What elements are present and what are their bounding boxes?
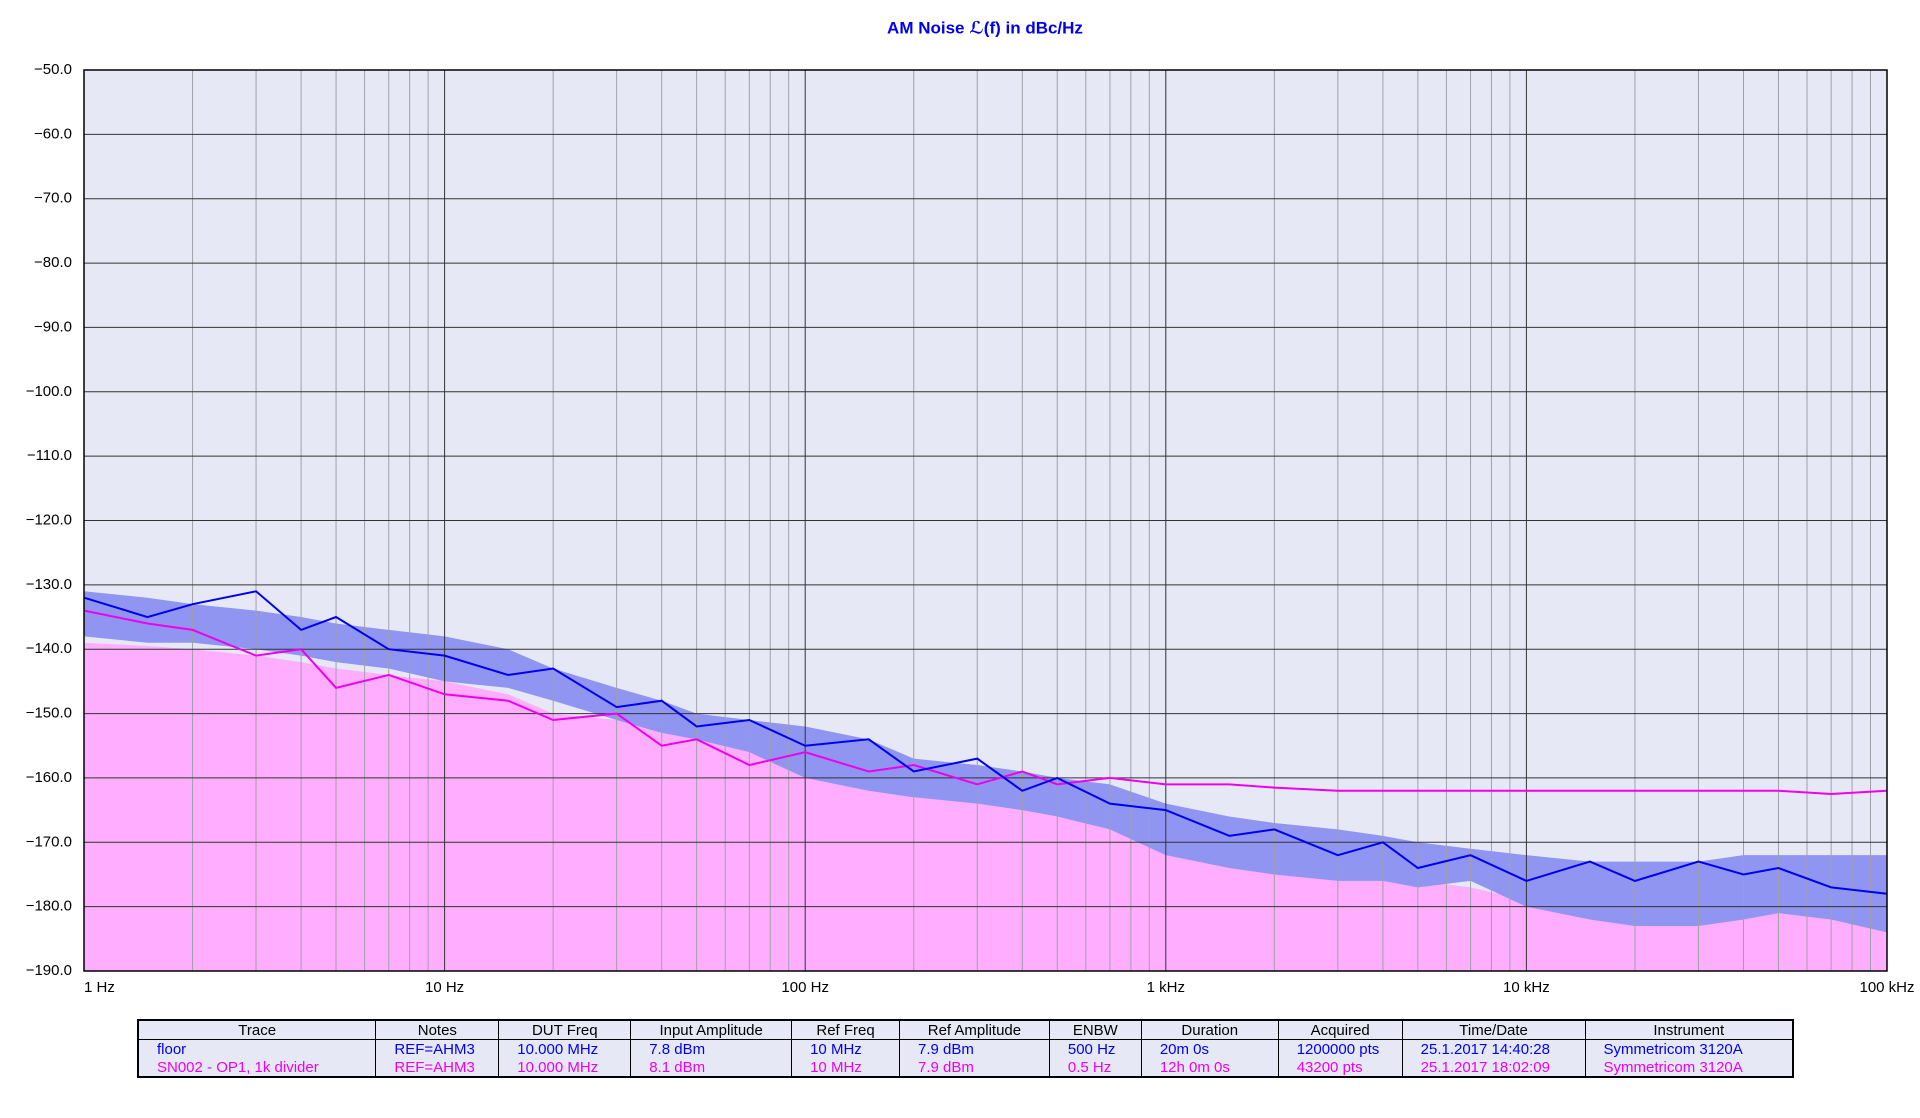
column-header: DUT Freq: [498, 1020, 632, 1040]
column-header: Duration: [1140, 1020, 1279, 1040]
table-cell: 20m 0s: [1140, 1039, 1279, 1058]
table-cell: floor: [137, 1039, 377, 1058]
table-cell: SN002 - OP1, 1k divider: [137, 1058, 377, 1077]
plot-border: [83, 69, 1888, 972]
table-cell: REF=AHM3: [375, 1058, 500, 1077]
y-tick-label: −140.0: [26, 640, 72, 657]
table-row: SN002 - OP1, 1k divider REF=AHM3 10.000 MH…: [137, 1058, 1794, 1077]
y-tick-label: −130.0: [26, 576, 72, 593]
column-header: Notes: [375, 1020, 500, 1040]
line: [83, 590, 1888, 895]
y-tick-label: −100.0: [26, 383, 72, 400]
chart-title: AM Noise ℒ(f) in dBc/Hz: [887, 18, 1083, 37]
x-tick-label: 1 kHz: [1147, 979, 1185, 996]
y-tick-label: −190.0: [26, 962, 72, 979]
y-tick-label: −110.0: [27, 447, 72, 464]
x-tick-label: 10 Hz: [425, 979, 464, 996]
table-cell: 25.1.2017 14:40:28: [1401, 1039, 1586, 1058]
table-cell: 10.000 MHz: [498, 1058, 632, 1077]
table-cell: 7.9 dBm: [899, 1039, 1050, 1058]
x-tick-label: 100 kHz: [1859, 979, 1914, 996]
table-cell: 7.9 dBm: [899, 1058, 1050, 1077]
area: [84, 642, 1887, 971]
table-cell: 43200 pts: [1277, 1058, 1403, 1077]
table-cell: Symmetricom 3120A: [1584, 1039, 1794, 1058]
y-tick-label: −160.0: [26, 769, 72, 786]
legend-table: Trace Notes DUT Freq Input Amplitude Ref Fre…: [137, 1019, 1794, 1078]
chart: AM Noise ℒ(f) in dBc/Hz −50.0 −60.0 −70.0 −…: [26, 18, 1915, 996]
column-header: Ref Amplitude: [899, 1020, 1050, 1040]
y-tick-label: −150.0: [26, 705, 72, 722]
table-cell: 25.1.2017 18:02:09: [1401, 1058, 1586, 1077]
x-tick-label: 10 kHz: [1503, 979, 1550, 996]
column-header: ENBW: [1048, 1020, 1142, 1040]
column-header: Instrument: [1584, 1020, 1794, 1040]
x-tick-label: 1 Hz: [84, 979, 115, 996]
y-tick-label: −60.0: [34, 125, 72, 142]
y-tick-label: −80.0: [34, 254, 72, 271]
table-cell: 8.1 dBm: [630, 1058, 793, 1077]
y-tick-label: −70.0: [34, 190, 72, 207]
table-cell: 1200000 pts: [1277, 1039, 1403, 1058]
line: [83, 609, 1888, 796]
table-row: floor REF=AHM3 10.000 MHz 7.8 dBm 10 MHz 7.9 …: [137, 1039, 1794, 1058]
table-cell: REF=AHM3: [375, 1039, 500, 1058]
column-header: Acquired: [1277, 1020, 1403, 1040]
table-cell: 10 MHz: [791, 1058, 900, 1077]
table-cell: 10.000 MHz: [498, 1039, 632, 1058]
y-tick-label: −50.0: [34, 61, 72, 78]
table-cell: 500 Hz: [1048, 1039, 1142, 1058]
column-header: Trace: [137, 1020, 377, 1040]
band: [84, 591, 1887, 933]
table-cell: 7.8 dBm: [630, 1039, 793, 1058]
table-cell: 10 MHz: [791, 1039, 900, 1058]
column-header: Time/Date: [1401, 1020, 1586, 1040]
y-tick-label: −90.0: [34, 318, 72, 335]
table-cell: 12h 0m 0s: [1140, 1058, 1279, 1077]
table-cell: 0.5 Hz: [1048, 1058, 1142, 1077]
y-tick-label: −170.0: [26, 833, 72, 850]
column-header: Input Amplitude: [630, 1020, 793, 1040]
x-tick-label: 100 Hz: [781, 979, 829, 996]
column-header: Ref Freq: [791, 1020, 900, 1040]
y-tick-label: −180.0: [26, 898, 72, 915]
table-cell: Symmetricom 3120A: [1584, 1058, 1794, 1077]
y-tick-label: −120.0: [26, 511, 72, 528]
